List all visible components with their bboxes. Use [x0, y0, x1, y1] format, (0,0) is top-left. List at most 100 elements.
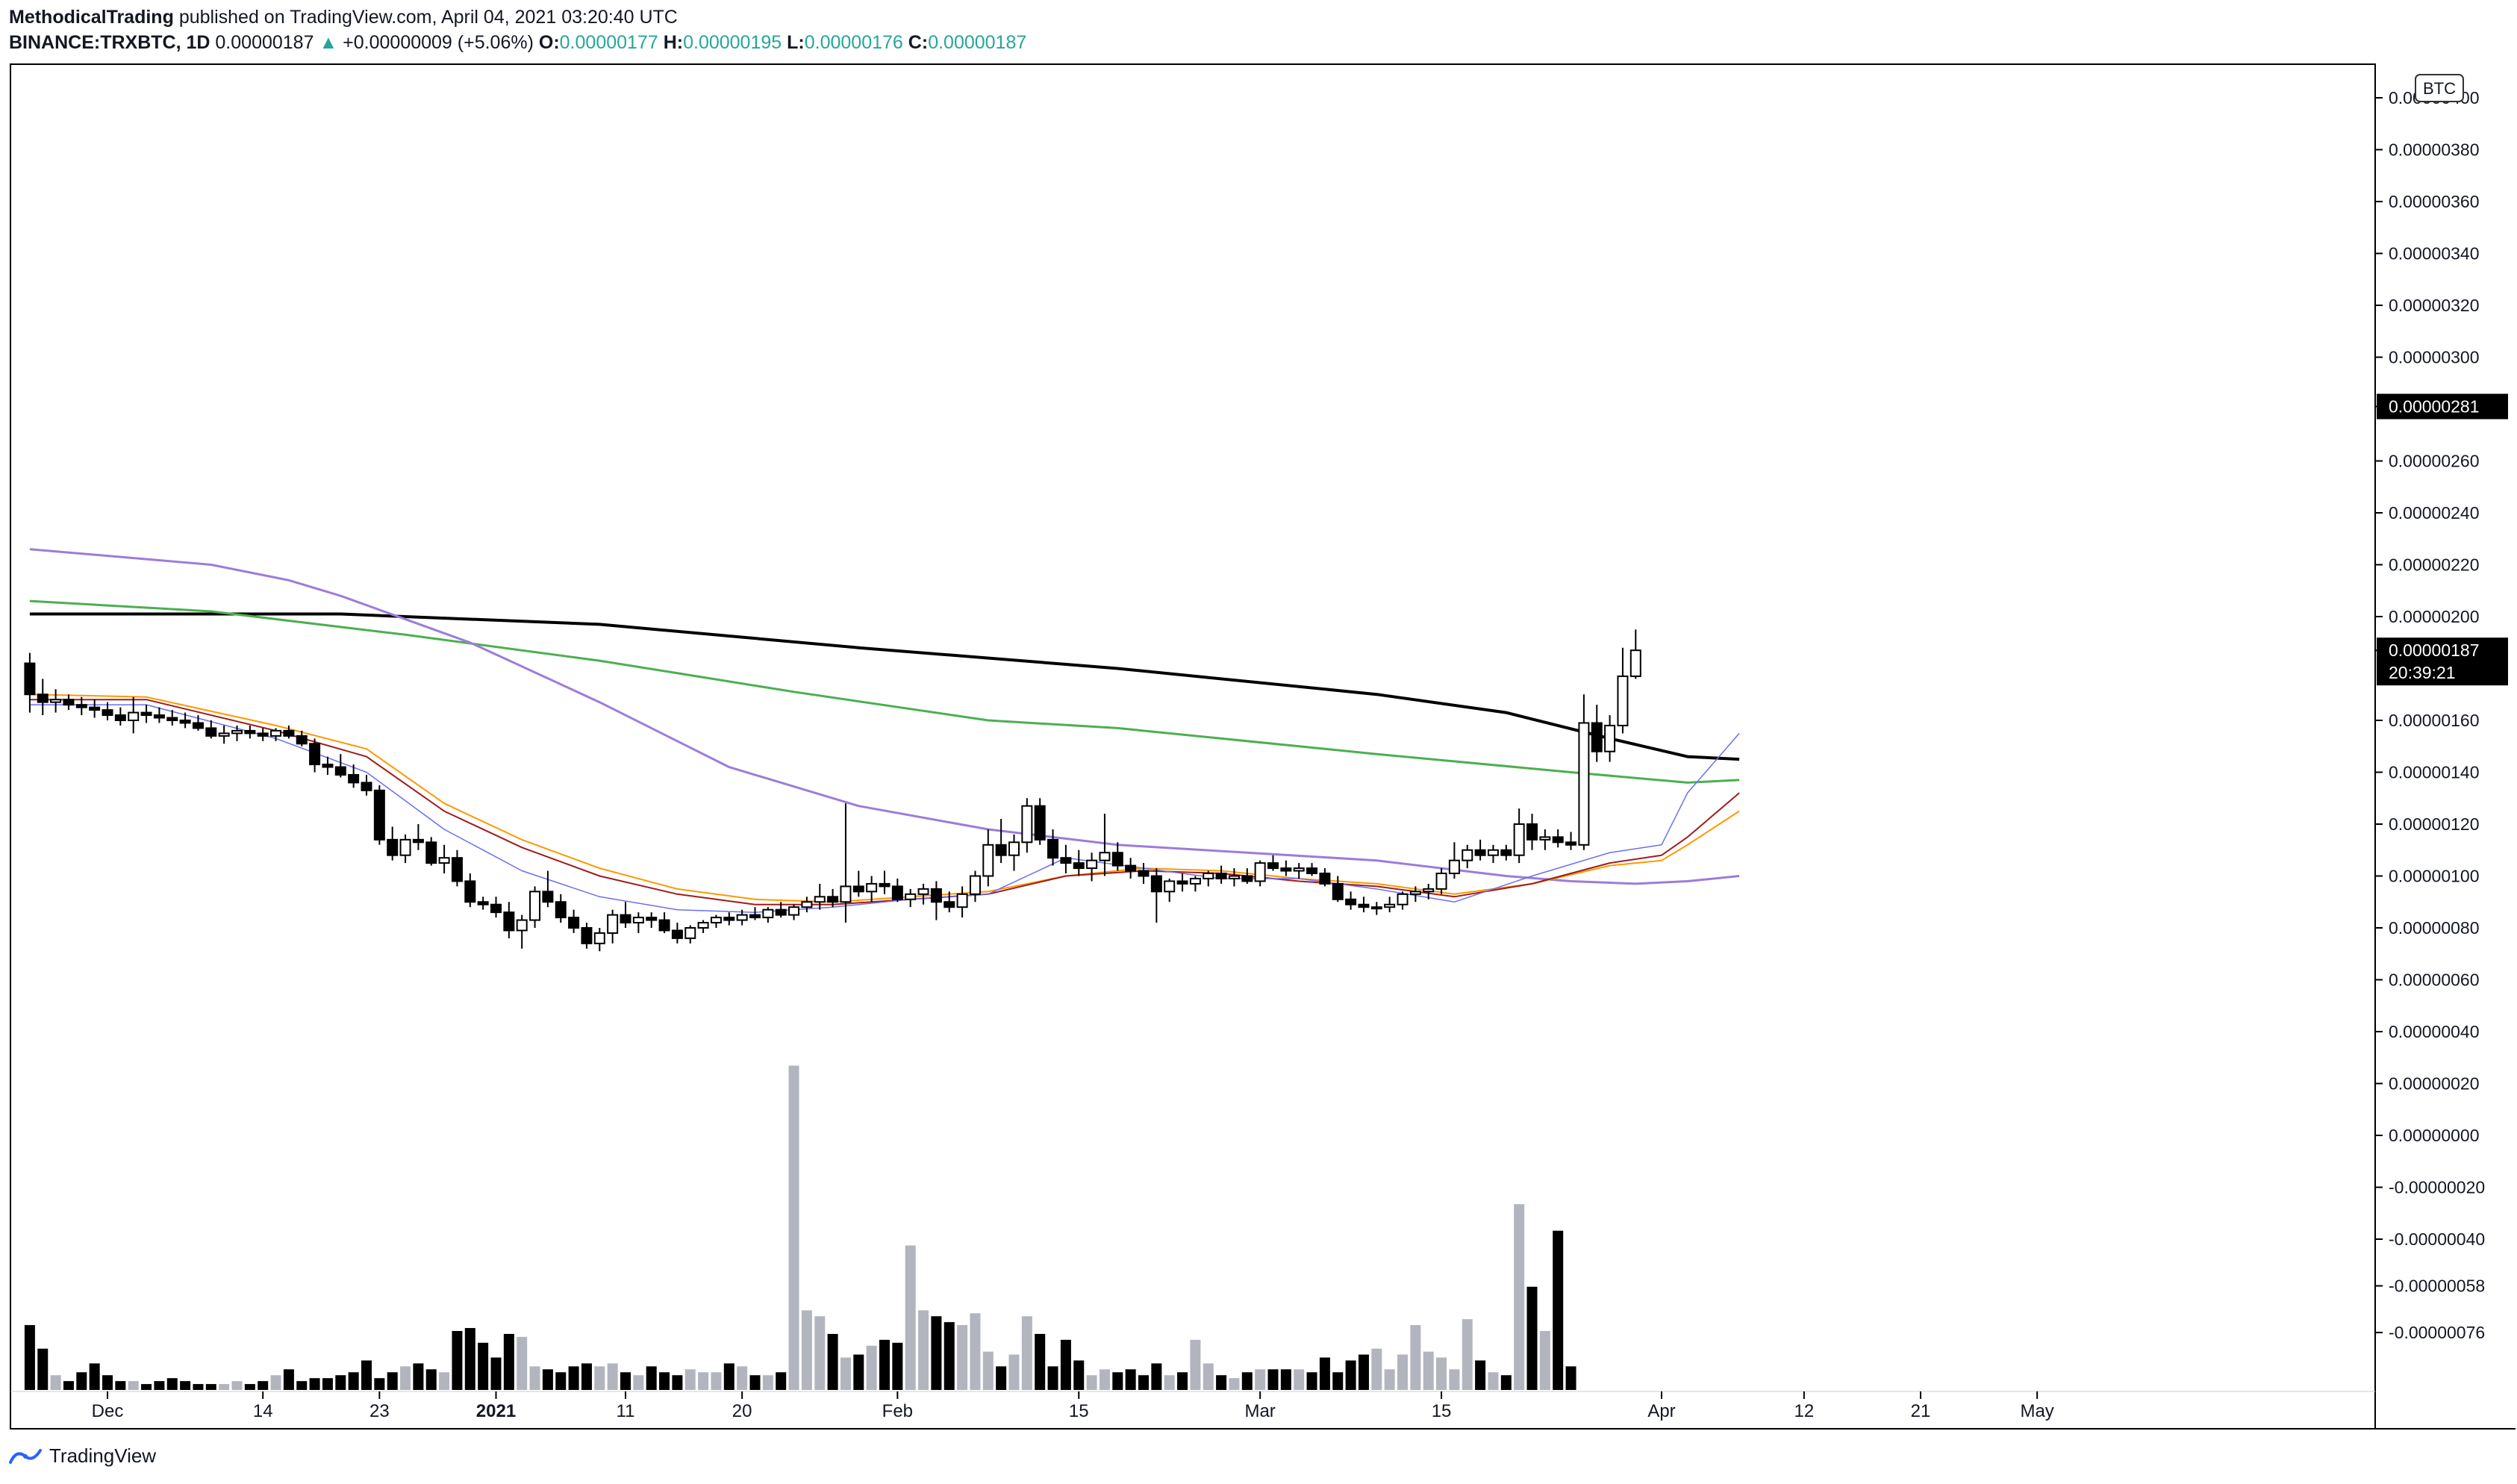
time-tick-label: Mar: [1244, 1401, 1275, 1421]
volume-bar: [918, 1310, 929, 1390]
candle-down: [425, 841, 437, 864]
candle-up: [917, 888, 929, 895]
candle-down: [1591, 722, 1603, 752]
close-label: C:: [908, 32, 929, 53]
volume-bar: [24, 1325, 35, 1390]
volume-bar: [633, 1375, 644, 1390]
open-value: 0.00000177: [559, 32, 658, 53]
volume-bar: [1488, 1372, 1499, 1390]
candle-down: [568, 917, 580, 929]
candle-up: [50, 699, 62, 703]
candle-up: [1487, 849, 1499, 856]
moving-average-line: [29, 599, 1740, 784]
price-tick-label: -0.00000040: [2389, 1229, 2485, 1249]
price-tick-label: 0.00000020: [2389, 1074, 2480, 1094]
time-tick-label: Dec: [92, 1401, 124, 1421]
symbol-label[interactable]: BINANCE:TRXBTC, 1D: [9, 32, 210, 53]
tradingview-brand[interactable]: TradingView: [9, 1444, 156, 1468]
volume-bar: [400, 1366, 411, 1390]
candle-down: [63, 699, 75, 706]
candle-down: [775, 908, 787, 916]
volume-bar: [413, 1363, 424, 1390]
candle-down: [334, 766, 346, 776]
plot-frame: [10, 63, 2376, 1430]
volume-bar: [76, 1372, 87, 1390]
volume-bar: [361, 1360, 372, 1390]
candle-up: [516, 919, 528, 932]
candle-down: [723, 917, 735, 921]
candle-down: [296, 735, 308, 745]
price-tick-label: 0.00000187: [2389, 640, 2480, 660]
volume-bar: [1086, 1375, 1097, 1390]
time-tick-label: 23: [369, 1401, 390, 1421]
candle-up: [632, 917, 644, 924]
time-tick-label: 20: [732, 1401, 752, 1421]
candle-down: [658, 919, 670, 932]
candle-up: [1008, 841, 1020, 856]
volume-bar: [244, 1384, 255, 1390]
volume-bars: [24, 1065, 1576, 1390]
candle-down: [1073, 862, 1085, 870]
volume-bar: [970, 1313, 981, 1390]
candle-down: [1111, 852, 1123, 867]
volume-bar: [1384, 1369, 1395, 1390]
moving-average-line: [29, 693, 1740, 903]
volume-bar: [1255, 1369, 1266, 1390]
author-name[interactable]: MethodicalTrading: [9, 7, 174, 28]
candle-up: [218, 732, 230, 737]
volume-bar: [1500, 1375, 1512, 1390]
candle-down: [1176, 880, 1188, 885]
candle-up: [1578, 722, 1590, 846]
volume-bar: [517, 1336, 528, 1390]
volume-bar: [270, 1375, 281, 1390]
brand-name: TradingView: [49, 1444, 157, 1467]
volume-bar: [452, 1331, 463, 1390]
candle-down: [620, 914, 631, 924]
publish-info: published on TradingView.com, April 04, …: [178, 7, 678, 28]
volume-bar: [646, 1366, 657, 1390]
candle-up: [593, 932, 605, 944]
candle-up: [866, 882, 878, 893]
volume-bar: [982, 1351, 994, 1390]
volume-bar: [749, 1375, 761, 1390]
change-up-icon: ▲: [319, 32, 338, 53]
candle-up: [1370, 906, 1382, 910]
candles: [24, 629, 1641, 952]
volume-bar: [788, 1065, 799, 1390]
volume-bar: [180, 1381, 191, 1390]
volume-bar: [1319, 1357, 1330, 1390]
volume-bar: [672, 1375, 683, 1390]
candle-up: [736, 914, 748, 921]
volume-bar: [1306, 1372, 1317, 1390]
volume-bar: [711, 1372, 722, 1390]
candle-down: [283, 729, 295, 737]
volume-bar: [166, 1378, 178, 1390]
volume-bar: [141, 1384, 152, 1390]
candle-down: [749, 914, 761, 919]
volume-bar: [944, 1322, 955, 1390]
volume-bar: [425, 1369, 437, 1390]
candle-down: [891, 885, 903, 900]
price-axis: 0.000004000.000003800.000003600.00000340…: [2375, 88, 2508, 1342]
candle-down: [412, 838, 424, 844]
volume-bar: [1229, 1378, 1240, 1390]
candle-up: [1254, 862, 1266, 882]
candle-up: [128, 711, 140, 722]
price-tick-label: 0.00000240: [2389, 503, 2480, 523]
volume-bar: [1332, 1372, 1344, 1390]
time-tick-label: 15: [1069, 1401, 1089, 1421]
volume-bar: [1138, 1375, 1149, 1390]
volume-bar: [1241, 1372, 1253, 1390]
candle-down: [1150, 875, 1162, 893]
candle-down: [1332, 882, 1344, 900]
volume-bar: [776, 1372, 787, 1390]
price-change: +0.00000009 (+5.06%): [343, 32, 534, 53]
volume-bar: [309, 1378, 320, 1390]
candle-down: [1215, 873, 1227, 879]
candle-down: [1565, 841, 1577, 846]
candle-up: [1617, 675, 1629, 726]
candle-down: [192, 722, 204, 729]
candle-up: [1448, 859, 1460, 875]
candle-up: [1164, 880, 1176, 893]
